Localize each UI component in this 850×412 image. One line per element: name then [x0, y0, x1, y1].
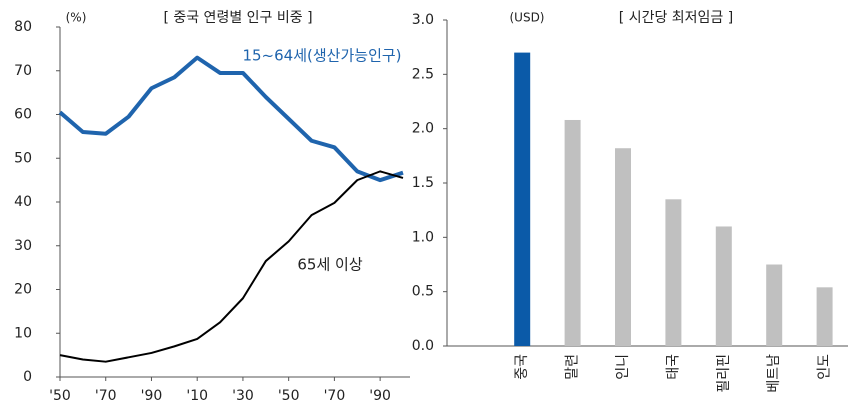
x-tick-label: 중국	[514, 354, 530, 380]
x-tick-label: '50	[278, 388, 300, 404]
bar	[514, 52, 531, 346]
y-tick-label: 2.5	[412, 66, 434, 82]
bar	[665, 199, 682, 346]
bar	[715, 226, 732, 346]
y-tick-label: 3.0	[412, 12, 434, 28]
bar	[615, 148, 631, 346]
line-series	[59, 170, 404, 363]
x-tick-label: '90	[369, 388, 391, 404]
y-tick-label: 30	[14, 238, 32, 254]
x-tick-label: 태국	[665, 354, 681, 380]
y-tick-label: 80	[14, 19, 32, 35]
y-unit: (USD)	[509, 11, 544, 25]
series-label: 65세 이상	[297, 256, 362, 274]
y-tick-label: 1.5	[412, 175, 434, 191]
y-tick-label: 0	[23, 369, 32, 385]
y-tick-label: 20	[14, 282, 32, 298]
x-tick-label: '10	[186, 388, 208, 404]
y-tick-label: 50	[14, 150, 32, 166]
x-tick-label: '30	[232, 388, 254, 404]
chart-title: [ 중국 연령별 인구 비중 ]	[163, 10, 312, 26]
bar	[564, 119, 581, 347]
y-tick-label: 70	[14, 63, 32, 79]
line-series	[58, 55, 404, 183]
y-tick-label: 40	[14, 194, 32, 210]
x-tick-label: 베트남	[766, 354, 782, 393]
y-tick-label: 0.5	[412, 284, 434, 300]
series-label: 15~64세(생산가능인구)	[242, 47, 401, 65]
x-tick-label: '70	[95, 388, 117, 404]
bar	[766, 264, 783, 346]
y-unit: (%)	[66, 11, 87, 25]
x-tick-label: 인니	[615, 354, 631, 380]
x-tick-label: 필리핀	[716, 354, 732, 393]
y-tick-label: 1.0	[412, 229, 434, 245]
y-tick-label: 0.0	[412, 338, 434, 354]
x-tick-label: 말련	[565, 354, 581, 380]
x-tick-label: '70	[324, 388, 346, 404]
y-tick-label: 10	[14, 325, 32, 341]
y-tick-label: 2.0	[412, 121, 434, 137]
y-tick-label: 60	[14, 107, 32, 123]
chart-title: [ 시간당 최저임금 ]	[619, 10, 733, 26]
x-tick-label: '90	[141, 388, 163, 404]
x-tick-label: 인도	[817, 354, 833, 380]
x-tick-label: '50	[49, 388, 71, 404]
bar	[816, 287, 833, 346]
